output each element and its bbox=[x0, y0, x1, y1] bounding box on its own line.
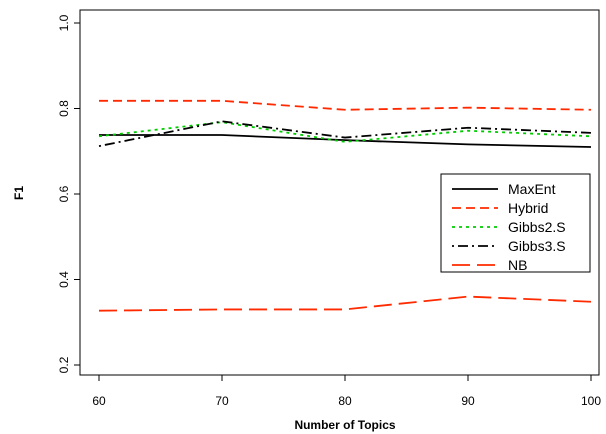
x-tick-label: 60 bbox=[92, 394, 106, 408]
plot-frame bbox=[79, 9, 600, 376]
x-tick-label: 80 bbox=[338, 394, 352, 408]
x-axis: 60 70 80 90 100 bbox=[92, 375, 601, 408]
series-group bbox=[98, 99, 592, 312]
y-tick-label: 0.6 bbox=[57, 185, 71, 202]
legend-label: Gibbs2.S bbox=[508, 219, 566, 235]
x-tick-label: 70 bbox=[215, 394, 229, 408]
y-tick-label: 1.0 bbox=[57, 14, 71, 31]
legend-label: Gibbs3.S bbox=[508, 238, 566, 254]
y-axis-title: F1 bbox=[12, 186, 26, 200]
y-tick-label: 0.4 bbox=[57, 271, 71, 288]
series-line-hybrid bbox=[99, 99, 592, 111]
y-tick-label: 0.8 bbox=[57, 100, 71, 117]
series-line-nb bbox=[98, 295, 592, 312]
series-line-gibbs3-s bbox=[98, 120, 592, 148]
x-tick-label: 100 bbox=[581, 394, 601, 408]
legend-label: NB bbox=[508, 257, 527, 273]
x-tick-label: 90 bbox=[461, 394, 475, 408]
legend-label: Hybrid bbox=[508, 200, 548, 216]
y-axis: 0.2 0.4 0.6 0.8 1.0 bbox=[57, 14, 80, 373]
y-tick-label: 0.2 bbox=[57, 356, 71, 373]
legend-label: MaxEnt bbox=[508, 181, 556, 197]
legend: MaxEnt Hybrid Gibbs2.S Gibbs3.S NB bbox=[440, 173, 591, 273]
x-axis-title: Number of Topics bbox=[294, 418, 395, 432]
legend-box bbox=[440, 173, 591, 273]
series-line-maxent bbox=[99, 134, 592, 148]
